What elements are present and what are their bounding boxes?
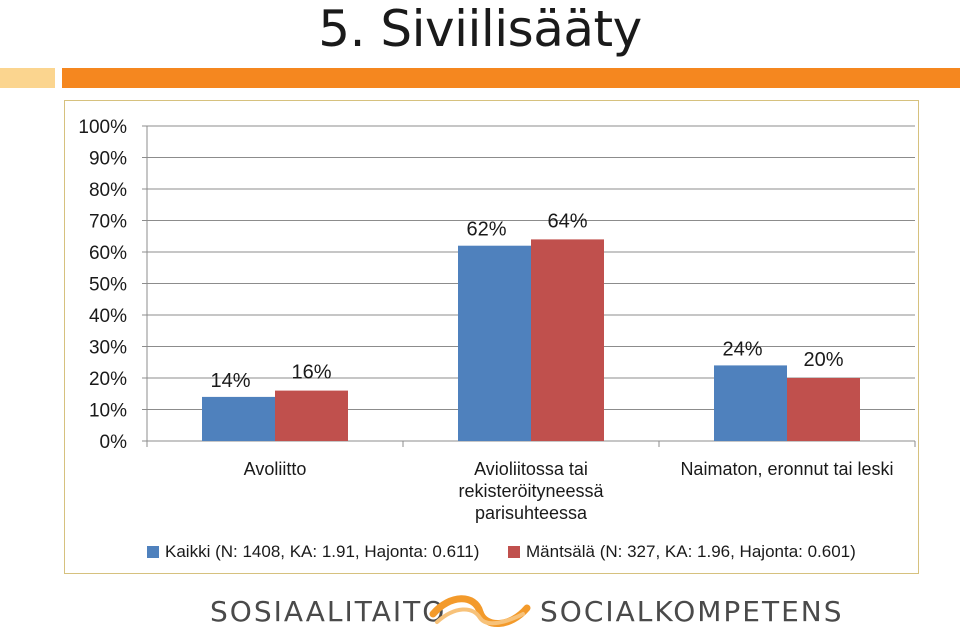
legend-swatch (147, 546, 159, 558)
data-label: 24% (722, 338, 762, 360)
data-label: 16% (291, 362, 331, 384)
title-accent-strip-right (62, 68, 960, 88)
y-tick-label: 30% (89, 338, 127, 359)
legend-entry: Mäntsälä (N: 327, KA: 1.96, Hajonta: 0.6… (526, 542, 856, 561)
x-category-label: rekisteröityneessä (458, 481, 604, 501)
y-tick-label: 20% (89, 369, 127, 390)
chart-frame: 0% 10% 20% 30% 40% 50% 60% 70% 80% 90% 100% 14% 16% A… (64, 100, 919, 574)
bar (714, 365, 787, 441)
legend-entry: Kaikki (N: 1408, KA: 1.91, Hajonta: 0.61… (165, 542, 479, 561)
data-label: 14% (210, 370, 250, 392)
bar (275, 390, 348, 441)
data-label: 64% (547, 210, 587, 232)
logo-text-right: SOCIALKOMPETENS (540, 595, 844, 628)
y-tick-label: 40% (89, 306, 127, 327)
y-tick-label: 50% (89, 275, 127, 296)
bar-chart: 0% 10% 20% 30% 40% 50% 60% 70% 80% 90% 100% 14% 16% A… (78, 117, 916, 561)
bar (202, 396, 275, 441)
bar (531, 239, 604, 441)
x-category-label: parisuhteessa (475, 503, 588, 523)
y-tick-label: 10% (89, 401, 127, 422)
page-title: 5. Siviilisääty (318, 0, 642, 58)
bar (458, 245, 531, 441)
y-tick-label: 60% (89, 243, 127, 264)
y-tick-label: 90% (89, 149, 127, 170)
x-category-label: Avoliitto (244, 459, 307, 479)
title-accent-strip-left (0, 68, 55, 88)
y-tick-label: 70% (89, 212, 127, 233)
bar (787, 378, 860, 441)
swirl-logo-icon (429, 595, 531, 627)
data-label: 20% (803, 349, 843, 371)
y-tick-label: 0% (100, 432, 128, 453)
y-tick-label: 100% (78, 117, 127, 138)
footer-logo: SOSIAALITAITO SOCIALKOMPETENS (0, 592, 960, 632)
data-label: 62% (466, 219, 506, 241)
x-category-label: Naimaton, eronnut tai leski (680, 459, 893, 479)
x-category-label: Avioliitossa tai (474, 459, 588, 479)
y-tick-label: 80% (89, 180, 127, 201)
logo-text-left: SOSIAALITAITO (210, 595, 447, 628)
legend-swatch (508, 546, 520, 558)
